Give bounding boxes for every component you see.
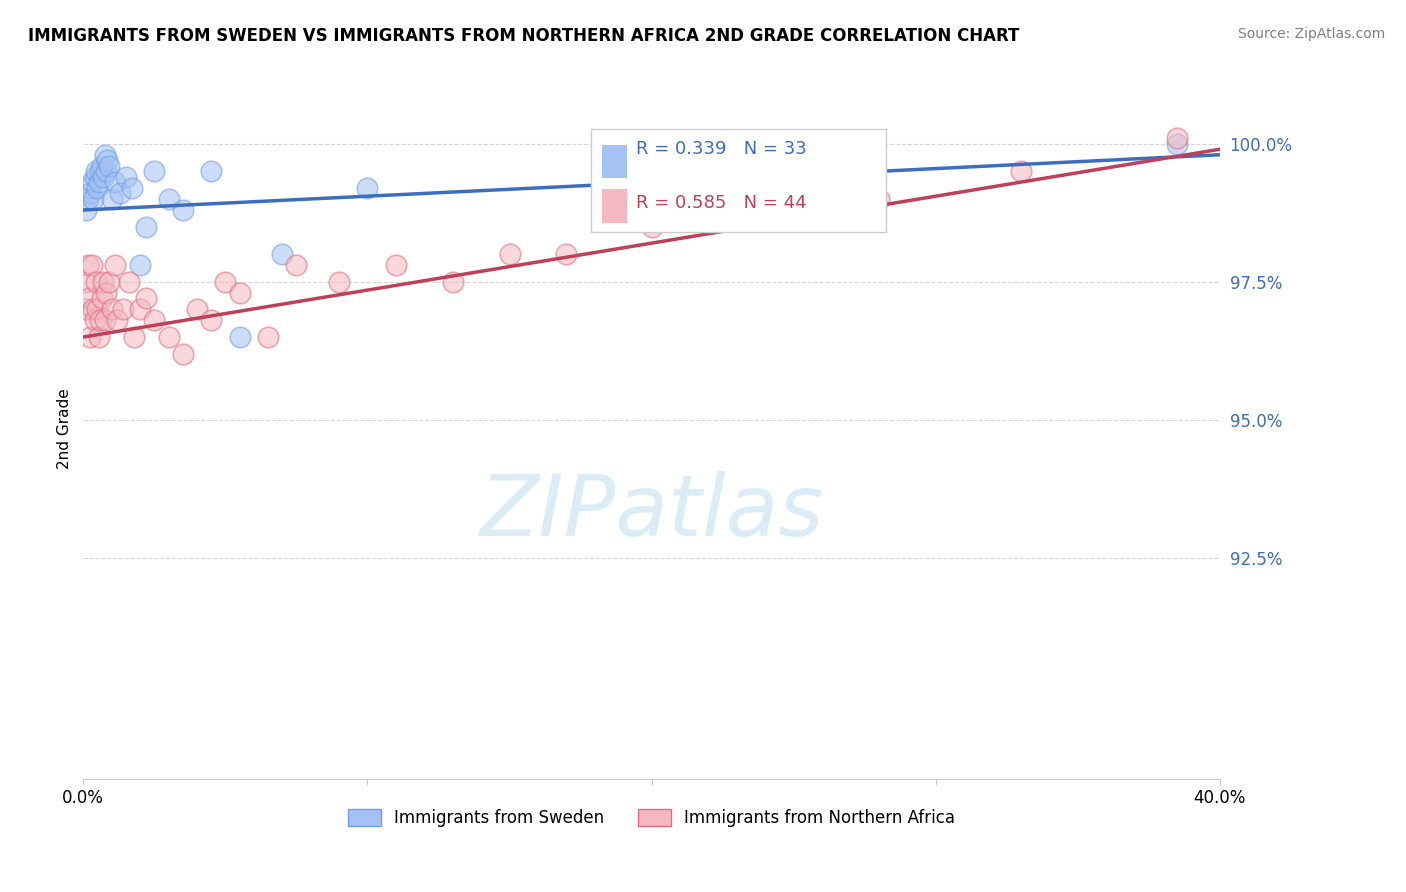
Point xyxy=(105,313,128,327)
Point xyxy=(555,247,578,261)
Point xyxy=(90,159,112,173)
Text: IMMIGRANTS FROM SWEDEN VS IMMIGRANTS FROM NORTHERN AFRICA 2ND GRADE CORRELATION : IMMIGRANTS FROM SWEDEN VS IMMIGRANTS FRO… xyxy=(28,27,1019,45)
Point xyxy=(754,148,776,162)
Point xyxy=(328,275,350,289)
Point xyxy=(100,192,122,206)
Point xyxy=(79,330,101,344)
Point xyxy=(77,292,100,306)
Point xyxy=(121,181,143,195)
Point xyxy=(186,302,208,317)
Point xyxy=(754,202,776,217)
Point xyxy=(129,258,152,272)
Point xyxy=(143,164,166,178)
Point xyxy=(124,330,146,344)
Point xyxy=(135,219,157,234)
Point xyxy=(441,275,464,289)
Point xyxy=(82,192,104,206)
Point xyxy=(135,292,157,306)
Point xyxy=(118,275,141,289)
Point xyxy=(103,175,125,189)
Point xyxy=(80,258,103,272)
Point xyxy=(79,186,101,201)
Point xyxy=(271,247,294,261)
Point xyxy=(89,313,111,327)
Point xyxy=(80,175,103,189)
Point xyxy=(640,219,662,234)
Point xyxy=(285,258,308,272)
Point xyxy=(228,330,250,344)
Point xyxy=(94,164,117,178)
Point xyxy=(76,192,98,206)
Point xyxy=(228,285,250,300)
Point xyxy=(257,330,280,344)
Point xyxy=(356,181,378,195)
Point xyxy=(97,159,120,173)
Point xyxy=(73,275,96,289)
Point xyxy=(115,169,138,184)
Text: R = 0.585   N = 44: R = 0.585 N = 44 xyxy=(636,194,806,212)
Point xyxy=(385,258,408,272)
Point xyxy=(498,247,520,261)
Point xyxy=(97,275,120,289)
Point xyxy=(868,192,890,206)
Legend: Immigrants from Sweden, Immigrants from Northern Africa: Immigrants from Sweden, Immigrants from … xyxy=(342,802,962,834)
Point xyxy=(172,346,194,360)
Point xyxy=(86,302,108,317)
Point xyxy=(75,302,97,317)
Point xyxy=(103,258,125,272)
Point xyxy=(200,313,222,327)
Point xyxy=(84,275,107,289)
Point xyxy=(91,169,114,184)
Point xyxy=(75,202,97,217)
Point xyxy=(83,169,105,184)
Point xyxy=(77,181,100,195)
Point xyxy=(1166,131,1188,145)
Point xyxy=(82,302,104,317)
Point xyxy=(1166,136,1188,151)
Point xyxy=(96,153,118,168)
Point xyxy=(91,275,114,289)
Point xyxy=(157,330,180,344)
Y-axis label: 2nd Grade: 2nd Grade xyxy=(58,388,72,468)
Point xyxy=(83,313,105,327)
Point xyxy=(93,148,115,162)
Point xyxy=(110,186,132,201)
Point xyxy=(89,164,111,178)
Point xyxy=(84,164,107,178)
Point xyxy=(76,258,98,272)
Point xyxy=(100,302,122,317)
Point xyxy=(87,330,110,344)
Point xyxy=(157,192,180,206)
Point xyxy=(129,302,152,317)
Point xyxy=(200,164,222,178)
Point xyxy=(214,275,236,289)
Text: Source: ZipAtlas.com: Source: ZipAtlas.com xyxy=(1237,27,1385,41)
Point xyxy=(90,292,112,306)
Text: R = 0.339   N = 33: R = 0.339 N = 33 xyxy=(636,140,806,158)
Point xyxy=(1010,164,1032,178)
Point xyxy=(143,313,166,327)
Point xyxy=(93,313,115,327)
Point xyxy=(172,202,194,217)
Point xyxy=(87,175,110,189)
Point xyxy=(86,181,108,195)
Point xyxy=(94,285,117,300)
Text: ZIPatlas: ZIPatlas xyxy=(479,471,824,554)
Point xyxy=(112,302,135,317)
